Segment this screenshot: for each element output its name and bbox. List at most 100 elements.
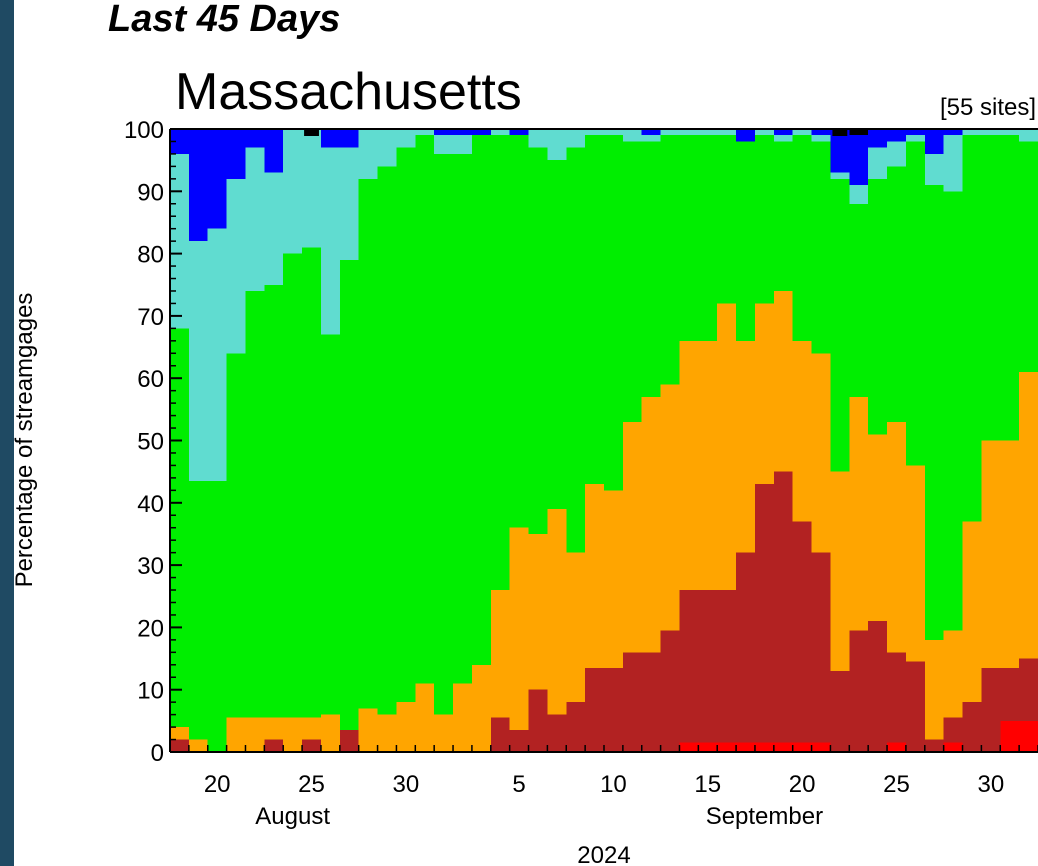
bar-normal-16 — [471, 135, 492, 753]
bar-low_red-44 — [1000, 720, 1020, 752]
bar-much_below-26 — [660, 630, 681, 752]
bar-much_below-0 — [170, 739, 190, 752]
x-tick-label-7: 25 — [298, 771, 325, 798]
y-tick-label-50: 50 — [137, 429, 164, 456]
bar-below-10 — [358, 708, 379, 752]
y-tick-label-70: 70 — [137, 304, 164, 331]
bar-low_red-33 — [792, 742, 813, 752]
bar-normal-40 — [924, 185, 945, 752]
bar-much_below-7 — [302, 739, 322, 752]
bar-normal-8 — [320, 334, 341, 752]
bar-normal-15 — [453, 153, 473, 753]
bar-below-11 — [377, 714, 398, 752]
chart-panel: Last 45 Days Massachusetts [55 sites] 0 1… — [14, 0, 1038, 866]
bar-much_below-23 — [604, 667, 624, 752]
bar-normal-7 — [302, 247, 322, 752]
x-tick-label-12: 30 — [393, 771, 420, 798]
bar-low_red-27 — [679, 742, 699, 752]
y-tick-label-100: 100 — [124, 117, 164, 144]
bar-below-15 — [453, 683, 473, 752]
bar-much_below-43 — [981, 667, 1001, 752]
bar-below-1 — [188, 739, 209, 752]
bar-low_red-32 — [773, 742, 794, 752]
bar-normal-11 — [377, 166, 398, 752]
bar-normal-41 — [943, 191, 964, 753]
bar-normal-2 — [207, 481, 228, 752]
state-title: Massachusetts — [175, 63, 522, 121]
x-tick-label-38: 25 — [883, 771, 910, 798]
bar-normal-14 — [434, 153, 454, 753]
bar-much_below-29 — [717, 590, 737, 752]
bar-below-14 — [434, 714, 454, 752]
bar-normal-6 — [283, 253, 303, 752]
bar-much_below-39 — [905, 661, 926, 752]
bar-below-13 — [415, 683, 435, 752]
x-tick-label-43: 30 — [977, 771, 1004, 798]
y-tick-label-80: 80 — [137, 242, 164, 269]
bar-below-4 — [245, 717, 265, 752]
bar-much_below-21 — [566, 702, 586, 752]
bar-normal-10 — [358, 178, 379, 753]
bar-much_below-9 — [339, 730, 360, 752]
bar-below-17 — [490, 590, 511, 752]
bar-much_below-32 — [773, 471, 794, 752]
bar-normal-9 — [339, 259, 360, 752]
year-label: 2024 — [577, 842, 630, 866]
x-tick-label-33: 20 — [789, 771, 816, 798]
bar-low_red-38 — [887, 742, 907, 752]
bar-below-20 — [547, 509, 567, 752]
y-tick-label-20: 20 — [137, 615, 164, 642]
bar-much_below-17 — [490, 717, 511, 752]
bar-below-40 — [924, 639, 945, 752]
y-tick-label-90: 90 — [137, 179, 164, 206]
bar-below-3 — [226, 717, 247, 752]
x-tick-label-18: 5 — [512, 771, 525, 798]
bar-below-16 — [471, 664, 492, 752]
bar-much_below-42 — [962, 702, 982, 752]
bar-much_below-34 — [811, 552, 832, 752]
y-axis-label: Percentage of streamgages — [14, 293, 38, 588]
bar-low_red-30 — [736, 742, 756, 752]
bar-below-8 — [320, 714, 341, 752]
bar-below-45 — [1019, 371, 1038, 752]
bar-much_below-36 — [849, 630, 869, 752]
bar-normal-1 — [188, 481, 209, 752]
bar-low_red-34 — [811, 742, 832, 752]
bar-low_red-29 — [717, 742, 737, 752]
bar-much_below-25 — [641, 652, 662, 752]
bar-much_below-30 — [736, 552, 756, 752]
bar-below-6 — [283, 717, 303, 752]
bar-below-18 — [509, 527, 530, 752]
bar-much_below-38 — [887, 652, 907, 752]
bar-much_below-22 — [585, 667, 605, 752]
month-label-september: September — [706, 803, 823, 830]
x-tick-label-2: 20 — [204, 771, 231, 798]
x-tick-label-28: 15 — [694, 771, 721, 798]
y-tick-label-0: 0 — [151, 740, 164, 767]
bar-much_below-37 — [868, 621, 888, 752]
bar-low_red-45 — [1019, 720, 1038, 752]
bar-normal-4 — [245, 290, 265, 752]
bar-much_below-31 — [754, 484, 775, 752]
x-tick-label-23: 10 — [600, 771, 627, 798]
y-tick-label-60: 60 — [137, 366, 164, 393]
bar-much_below-33 — [792, 521, 813, 752]
bar-much_below-20 — [547, 714, 567, 752]
bar-low_red-41 — [943, 742, 964, 752]
high-mark-7 — [304, 129, 319, 136]
bar-much_below-40 — [924, 739, 945, 752]
bar-much_below-35 — [830, 671, 850, 752]
bar-much_below-28 — [698, 590, 718, 752]
bar-normal-12 — [396, 147, 416, 752]
y-tick-label-30: 30 — [137, 553, 164, 580]
bar-low_red-28 — [698, 742, 718, 752]
site-count: [55 sites] — [939, 94, 1036, 121]
y-tick-label-10: 10 — [137, 678, 164, 705]
high-mark-35 — [832, 129, 848, 136]
bar-below-42 — [962, 521, 982, 752]
bar-much_below-19 — [528, 689, 548, 752]
bar-much_below-5 — [264, 739, 284, 752]
period-title: Last 45 Days — [108, 0, 341, 40]
bar-normal-3 — [226, 353, 247, 752]
bar-much_below-18 — [509, 730, 530, 752]
